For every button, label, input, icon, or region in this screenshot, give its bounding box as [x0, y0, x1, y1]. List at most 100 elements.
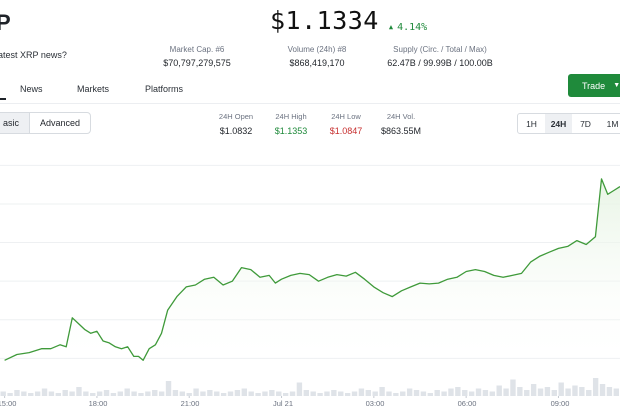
volume-bar — [455, 387, 461, 396]
volume-bar — [503, 388, 509, 396]
range-24h[interactable]: 24H — [545, 114, 572, 133]
tab-markets[interactable]: Markets — [77, 84, 110, 94]
stat-value: $70,797,279,575 — [163, 58, 231, 68]
tab-platforms[interactable]: Platforms — [145, 84, 184, 94]
volume-bar — [558, 382, 564, 396]
volume-bar — [200, 391, 206, 396]
volume-bar — [365, 390, 371, 396]
mode-basic[interactable]: asic — [0, 113, 30, 133]
ohlc-value: $1.0847 — [329, 126, 363, 136]
volume-bar — [303, 390, 309, 396]
volume-bar — [28, 393, 34, 396]
volume-bar — [220, 393, 227, 396]
stat-value: $868,419,170 — [289, 58, 345, 68]
volume-bar — [592, 378, 599, 396]
stat-volume: Volume (24h) #8 $868,419,170 — [288, 45, 347, 68]
volume-bar — [524, 390, 530, 396]
volume-bar — [386, 391, 392, 396]
stat-label: Supply (Circ. / Total / Max) — [393, 45, 487, 54]
stat-label: Volume (24h) #8 — [287, 45, 347, 54]
volume-bar — [482, 390, 489, 396]
x-tick-label: 09:00 — [550, 399, 570, 408]
volume-bar — [207, 390, 213, 396]
volume-bar — [344, 393, 351, 396]
volume-bar — [158, 391, 165, 396]
range-selector: 1H 24H 7D 1M — [517, 113, 620, 134]
tab-news[interactable]: News — [20, 84, 43, 94]
volume-bar — [537, 388, 544, 396]
mode-advanced[interactable]: Advanced — [29, 113, 90, 133]
volume-bar — [7, 393, 13, 396]
volume-bar — [214, 391, 220, 396]
volume-bar — [331, 390, 337, 396]
range-7d[interactable]: 7D — [580, 118, 591, 129]
volume-bar — [241, 388, 247, 396]
volume-bar — [475, 388, 482, 396]
volume-bar — [282, 393, 289, 396]
volume-bar — [406, 388, 413, 396]
volume-bar — [62, 390, 68, 396]
volume-bar — [76, 387, 82, 396]
volume-bar — [427, 393, 433, 396]
volume-bar — [551, 390, 557, 396]
ohlc-label: 24H Vol. — [386, 112, 416, 121]
price-area — [4, 178, 620, 368]
volume-bar — [69, 391, 75, 396]
volume-bar — [41, 388, 48, 396]
volume-bar — [165, 381, 172, 396]
volume-bar — [172, 390, 179, 396]
range-1h[interactable]: 1H — [526, 118, 537, 129]
volume-bar — [434, 390, 440, 396]
volume-bar — [227, 391, 234, 396]
volume-bar — [565, 388, 571, 396]
volume-bar — [489, 391, 495, 396]
volume-bar — [0, 391, 6, 396]
volume-bar — [510, 379, 516, 396]
range-1m[interactable]: 1M — [606, 118, 619, 129]
ohlc-value: $1.1353 — [274, 126, 308, 136]
volume-bar — [55, 393, 61, 396]
volume-bar — [579, 387, 585, 396]
trade-button-label: Trade — [582, 80, 606, 91]
volume-bar — [34, 391, 41, 396]
price-chart[interactable] — [0, 140, 620, 398]
volume-bar — [186, 393, 192, 396]
ohlc-low: 24H Low $1.0847 — [330, 112, 363, 136]
ohlc-label: 24H High — [275, 112, 307, 121]
volume-bar — [448, 388, 454, 396]
ohlc-label: 24H Low — [331, 112, 361, 121]
volume-bar — [530, 384, 537, 396]
volume-bar — [48, 391, 55, 396]
volume-bar — [262, 391, 268, 396]
x-tick-label: 06:00 — [457, 399, 477, 408]
volume-bar — [96, 391, 103, 396]
volume-bar — [131, 391, 137, 396]
volume-bar — [21, 391, 27, 396]
volume-bar — [586, 390, 592, 396]
volume-bar — [276, 391, 282, 396]
stat-market-cap: Market Cap. #6 $70,797,279,575 — [163, 45, 231, 68]
volume-bar — [351, 391, 358, 396]
volume-bar — [572, 385, 578, 396]
trade-button[interactable]: Trade ▼ — [568, 74, 620, 97]
price-block: $1.1334 ▲ 4.14% — [270, 6, 427, 35]
ohlc-volume: 24H Vol. $863.55M — [381, 112, 421, 136]
x-tick-label: 15:00 — [0, 399, 17, 408]
volume-bar — [413, 390, 420, 396]
volume-bar — [599, 384, 606, 396]
volume-bar — [14, 390, 20, 396]
volume-bar — [606, 387, 613, 396]
price-line — [4, 178, 620, 361]
volume-bar — [152, 390, 158, 396]
latest-news-link[interactable]: atest XRP news? — [0, 50, 67, 60]
caret-down-icon: ▼ — [613, 82, 620, 89]
price-change-value: 4.14% — [397, 21, 428, 33]
stat-label: Market Cap. #6 — [169, 45, 225, 54]
volume-bar — [124, 388, 130, 396]
volume-bar — [544, 387, 551, 396]
ohlc-label: 24H Open — [218, 112, 254, 121]
volume-bar — [103, 390, 110, 396]
volume-bar — [372, 391, 378, 396]
volume-bar — [289, 391, 296, 396]
volume-bar — [400, 391, 406, 396]
